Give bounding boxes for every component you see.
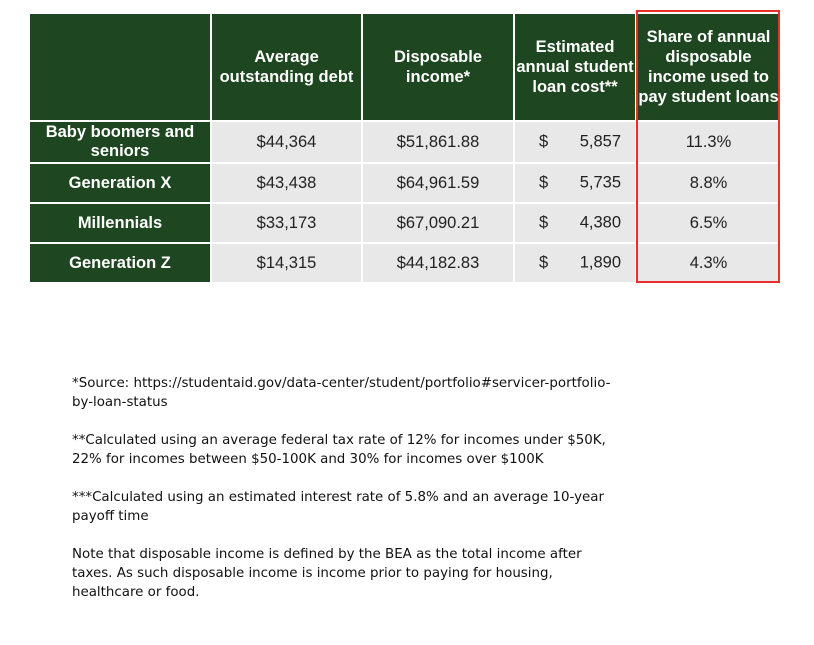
footnotes: *Source: https://studentaid.gov/data-cen… [72, 374, 612, 602]
cell-average-debt: $14,315 [210, 242, 363, 284]
cell-income-share: 8.8% [635, 162, 782, 204]
table-row: Generation X $43,438 $64,961.59 $ 5,735 … [28, 162, 782, 204]
table-row: Baby boomers and seniors $44,364 $51,861… [28, 120, 782, 164]
cost-amount: 4,380 [579, 213, 621, 232]
cell-loan-cost: $ 4,380 [513, 202, 637, 244]
row-label-generation: Generation Z [28, 242, 212, 284]
header-disposable-income: Disposable income* [361, 12, 515, 122]
footnote-disposable-income-note: Note that disposable income is defined b… [72, 547, 582, 600]
cell-disposable-income: $67,090.21 [361, 202, 515, 244]
footnote-interest-rate: ***Calculated using an estimated interes… [72, 490, 604, 524]
row-label-generation: Millennials [28, 202, 212, 244]
header-row: Average outstanding debt Disposable inco… [28, 12, 782, 122]
row-label-generation: Generation X [28, 162, 212, 204]
cell-loan-cost: $ 5,857 [513, 120, 637, 164]
cell-average-debt: $44,364 [210, 120, 363, 164]
cost-amount: 5,857 [579, 132, 621, 151]
cell-average-debt: $43,438 [210, 162, 363, 204]
cell-average-debt: $33,173 [210, 202, 363, 244]
cost-amount: 1,890 [579, 253, 621, 272]
cost-amount: 5,735 [579, 173, 621, 192]
cell-loan-cost: $ 5,735 [513, 162, 637, 204]
row-label-generation: Baby boomers and seniors [28, 120, 212, 164]
header-estimated-loan-cost: Estimated annual student loan cost** [513, 12, 637, 122]
header-share-of-income: Share of annual disposable income used t… [635, 12, 782, 122]
cell-disposable-income: $51,861.88 [361, 120, 515, 164]
header-corner-cell [28, 12, 212, 122]
header-average-debt: Average outstanding debt [210, 12, 363, 122]
cell-income-share: 6.5% [635, 202, 782, 244]
cell-income-share: 4.3% [635, 242, 782, 284]
table-row: Millennials $33,173 $67,090.21 $ 4,380 6… [28, 202, 782, 244]
cell-loan-cost: $ 1,890 [513, 242, 637, 284]
cost-currency-symbol: $ [539, 253, 549, 272]
cell-disposable-income: $44,182.83 [361, 242, 515, 284]
table-row: Generation Z $14,315 $44,182.83 $ 1,890 … [28, 242, 782, 284]
footnote-tax-rate: **Calculated using an average federal ta… [72, 433, 606, 467]
cost-currency-symbol: $ [539, 173, 549, 192]
student-debt-table: Average outstanding debt Disposable inco… [28, 12, 782, 284]
cell-disposable-income: $64,961.59 [361, 162, 515, 204]
cost-currency-symbol: $ [539, 213, 549, 232]
cell-income-share: 11.3% [635, 120, 782, 164]
cost-currency-symbol: $ [539, 132, 549, 151]
footnote-source: *Source: https://studentaid.gov/data-cen… [72, 376, 611, 410]
student-debt-table-container: Average outstanding debt Disposable inco… [28, 12, 782, 284]
